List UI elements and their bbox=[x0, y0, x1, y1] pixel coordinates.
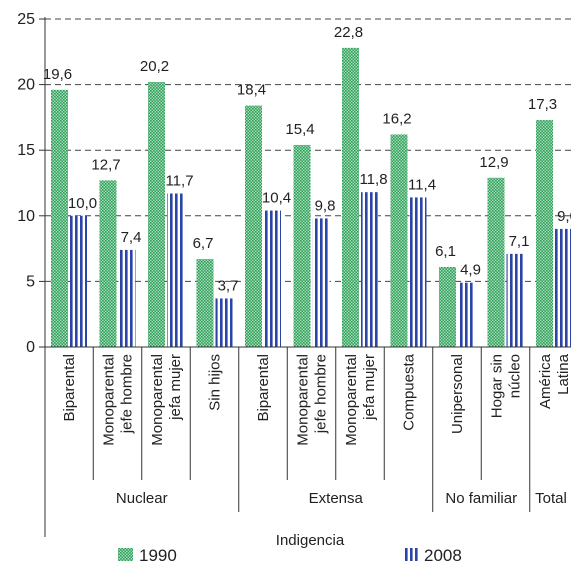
bar-2008 bbox=[264, 210, 281, 347]
data-label-2008: 11,7 bbox=[165, 172, 193, 189]
data-label-1990: 15,4 bbox=[285, 121, 314, 138]
y-axis-ticks: 0 5 10 15 20 25 bbox=[17, 11, 45, 356]
data-labels: 19,6 10,0 12,7 7,4 20,2 11,7 6,7 3,7 18,4 10,4 15,… bbox=[43, 24, 571, 295]
bar-1990 bbox=[390, 134, 408, 347]
bar-1990 bbox=[245, 105, 262, 347]
data-label-1990: 19,6 bbox=[43, 66, 72, 83]
y-tick-label: 25 bbox=[17, 11, 35, 28]
category-label-line: núcleo bbox=[507, 354, 524, 398]
category-label-line: Latina bbox=[555, 353, 571, 395]
category-label-line: Sin hijos bbox=[207, 354, 224, 411]
data-label-2008: 9,8 bbox=[315, 197, 336, 214]
data-label-2008: 7,1 bbox=[509, 233, 530, 250]
data-label-1990: 22,8 bbox=[334, 24, 363, 41]
group-label: Total bbox=[535, 490, 567, 507]
category-label-line: jefa mujer bbox=[361, 354, 378, 421]
data-label-2008: 3,7 bbox=[218, 277, 239, 294]
data-label-1990: 6,7 bbox=[193, 235, 214, 252]
bar-2008 bbox=[167, 193, 184, 347]
axes bbox=[44, 17, 571, 537]
bar-2008 bbox=[361, 192, 378, 347]
y-tick-label: 0 bbox=[26, 339, 35, 356]
bar-2008 bbox=[215, 298, 233, 347]
bar-1990 bbox=[536, 120, 553, 347]
bar-2008 bbox=[409, 197, 427, 347]
bar-1990 bbox=[487, 177, 505, 347]
data-label-1990: 20,2 bbox=[140, 58, 169, 75]
legend: 1990 2008 bbox=[118, 546, 462, 564]
data-label-1990: 12,7 bbox=[91, 156, 120, 173]
y-tick-label: 15 bbox=[17, 142, 35, 159]
data-label-2008: 9,0 bbox=[557, 208, 571, 225]
legend-swatch-2008 bbox=[404, 548, 419, 561]
category-label-line: Monoparental bbox=[149, 354, 166, 446]
group-labels: Nuclear Extensa No familiar Total bbox=[116, 480, 567, 512]
data-label-1990: 18,4 bbox=[237, 82, 266, 99]
group-label: No familiar bbox=[445, 490, 517, 507]
category-label-line: Hogar sin bbox=[489, 354, 506, 418]
category-label-line: Monoparental bbox=[295, 354, 312, 446]
legend-label-2008: 2008 bbox=[424, 546, 462, 564]
category-label-line: jefe hombre bbox=[119, 354, 136, 434]
bar-1990 bbox=[293, 144, 311, 347]
data-label-2008: 4,9 bbox=[460, 262, 481, 279]
data-label-1990: 12,9 bbox=[479, 154, 508, 171]
x-axis-title: Indigencia bbox=[276, 532, 345, 549]
legend-label-1990: 1990 bbox=[139, 546, 177, 564]
data-label-1990: 16,2 bbox=[382, 110, 411, 127]
data-label-2008: 11,8 bbox=[359, 171, 387, 188]
bar-1990 bbox=[51, 89, 68, 348]
bar-1990 bbox=[99, 180, 117, 347]
category-label-line: Compuesta bbox=[401, 353, 418, 430]
group-label: Nuclear bbox=[116, 490, 168, 507]
category-label-line: Monoparental bbox=[343, 354, 360, 446]
category-label-line: América bbox=[537, 353, 554, 409]
bar-2008 bbox=[118, 249, 136, 347]
y-tick-label: 5 bbox=[26, 273, 35, 290]
category-label-line: jefe hombre bbox=[313, 354, 330, 434]
y-tick-label: 20 bbox=[17, 77, 35, 94]
data-label-2008: 11,4 bbox=[408, 176, 436, 193]
bar-2008 bbox=[70, 215, 87, 347]
data-label-2008: 7,4 bbox=[121, 229, 142, 246]
category-labels: Biparental Monoparental jefe hombre Monopar… bbox=[61, 347, 571, 480]
data-label-1990: 6,1 bbox=[435, 243, 456, 260]
category-label-line: Unipersonal bbox=[449, 354, 466, 434]
bar-1990 bbox=[148, 81, 165, 347]
bar-1990 bbox=[342, 47, 359, 347]
bar-2008 bbox=[555, 228, 571, 347]
legend-swatch-1990 bbox=[118, 548, 133, 561]
category-label-line: jefa mujer bbox=[167, 354, 184, 421]
bar-1990 bbox=[196, 259, 214, 347]
bars bbox=[51, 47, 571, 348]
y-tick-label: 10 bbox=[17, 208, 35, 225]
category-label-line: Biparental bbox=[61, 354, 78, 422]
bar-1990 bbox=[439, 266, 456, 347]
bar-2008 bbox=[506, 253, 524, 347]
data-label-1990: 17,3 bbox=[528, 96, 557, 113]
bar-2008 bbox=[458, 282, 475, 347]
data-label-2008: 10,4 bbox=[262, 190, 291, 207]
bar-2008 bbox=[312, 218, 330, 347]
group-label: Extensa bbox=[309, 490, 364, 507]
category-label-line: Biparental bbox=[255, 354, 272, 422]
category-label-line: Monoparental bbox=[101, 354, 118, 446]
data-label-2008: 10,0 bbox=[68, 195, 97, 212]
